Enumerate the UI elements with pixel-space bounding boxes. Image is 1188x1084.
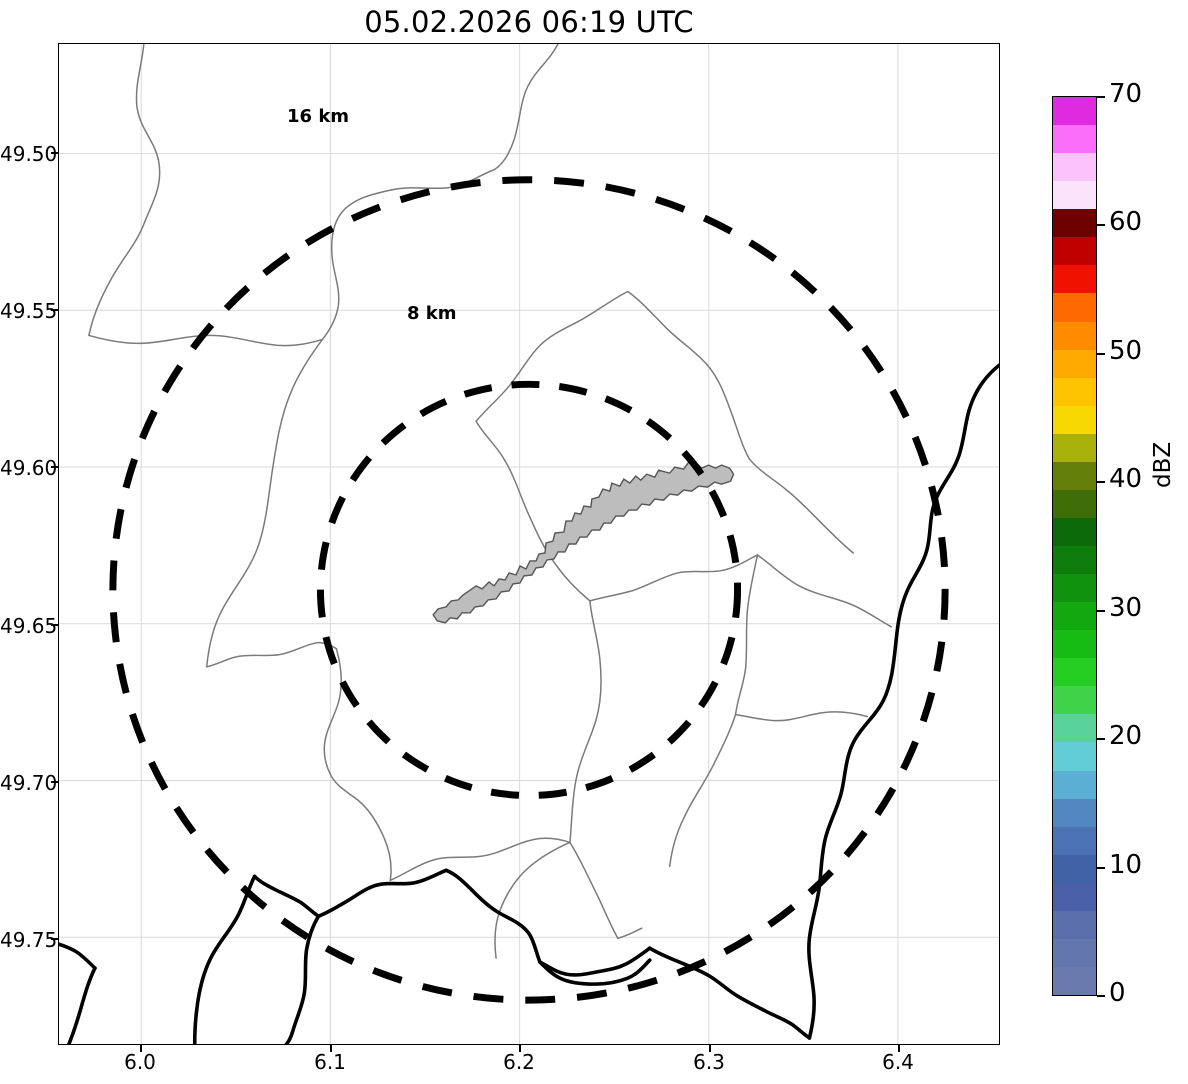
- x-tick-label: 6.1: [314, 1050, 346, 1074]
- colorbar-tick-label: 40: [1109, 464, 1143, 494]
- colorbar-tick-label: 20: [1109, 721, 1143, 751]
- colorbar-band: [1053, 826, 1096, 855]
- x-tick-mark: [330, 1045, 332, 1052]
- x-tick-mark: [519, 1045, 521, 1052]
- y-tick-mark: [51, 624, 58, 626]
- x-tick-mark: [140, 1045, 142, 1052]
- colorbar-band: [1053, 770, 1096, 799]
- colorbar-tick-mark: [1097, 96, 1105, 98]
- y-tick-mark: [51, 152, 58, 154]
- colorbar-band: [1053, 321, 1096, 350]
- colorbar-band: [1053, 97, 1096, 126]
- y-tick-label: 49.70: [0, 771, 58, 795]
- colorbar-band: [1053, 966, 1096, 995]
- colorbar-band: [1053, 489, 1096, 518]
- colorbar-band: [1053, 630, 1096, 659]
- y-tick-label: 49.75: [0, 928, 58, 952]
- national-border: [59, 363, 999, 1044]
- colorbar-band: [1053, 854, 1096, 883]
- y-tick-mark: [51, 466, 58, 468]
- range-rings: [109, 176, 949, 1004]
- map-canvas: [59, 44, 999, 1044]
- colorbar-band: [1053, 546, 1096, 575]
- colorbar-band: [1053, 882, 1096, 911]
- colorbar-band: [1053, 237, 1096, 266]
- y-tick-label: 49.65: [0, 614, 58, 638]
- ring-label-8km: 8 km: [407, 303, 457, 324]
- colorbar-band: [1053, 125, 1096, 154]
- range-ring-8km: [316, 380, 742, 799]
- district-boundaries: [88, 44, 892, 959]
- x-tick-label: 6.0: [124, 1050, 156, 1074]
- colorbar-tick-label: 60: [1109, 207, 1143, 237]
- colorbar-band: [1053, 209, 1096, 238]
- colorbar-band: [1053, 405, 1096, 434]
- colorbar-band: [1053, 714, 1096, 743]
- colorbar-band: [1053, 461, 1096, 490]
- colorbar-band: [1053, 377, 1096, 406]
- colorbar-band: [1053, 686, 1096, 715]
- colorbar-tick-mark: [1097, 224, 1105, 226]
- colorbar-band: [1053, 798, 1096, 827]
- gridlines: [59, 44, 999, 1044]
- colorbar-band: [1053, 265, 1096, 294]
- map-plot-area[interactable]: 16 km 8 km: [58, 43, 1000, 1045]
- colorbar-band: [1053, 181, 1096, 210]
- x-tick-mark: [709, 1045, 711, 1052]
- range-ring-16km: [109, 176, 949, 1004]
- y-tick-label: 49.55: [0, 299, 58, 323]
- colorbar-tick-label: 10: [1109, 850, 1143, 880]
- colorbar-tick-label: 30: [1109, 593, 1143, 623]
- colorbar-tick-mark: [1097, 353, 1105, 355]
- y-tick-mark: [51, 938, 58, 940]
- colorbar-band: [1053, 517, 1096, 546]
- colorbar-band: [1053, 910, 1096, 939]
- colorbar-band: [1053, 938, 1096, 967]
- x-tick-label: 6.3: [693, 1050, 725, 1074]
- colorbar-band: [1053, 293, 1096, 322]
- y-tick-label: 49.60: [0, 456, 58, 480]
- colorbar-band: [1053, 658, 1096, 687]
- colorbar-band: [1053, 602, 1096, 631]
- page-title: 05.02.2026 06:19 UTC: [364, 5, 694, 39]
- colorbar-tick-mark: [1097, 610, 1105, 612]
- ring-label-16km: 16 km: [287, 106, 350, 127]
- colorbar-band: [1053, 349, 1096, 378]
- x-tick-label: 6.4: [882, 1050, 914, 1074]
- colorbar-band: [1053, 574, 1096, 603]
- y-tick-mark: [51, 781, 58, 783]
- colorbar-band: [1053, 433, 1096, 462]
- colorbar-tick-label: 50: [1109, 336, 1143, 366]
- y-tick-label: 49.50: [0, 142, 58, 166]
- colorbar-tick-label: 70: [1109, 79, 1143, 109]
- colorbar-band: [1053, 742, 1096, 771]
- colorbar-tick-mark: [1097, 481, 1105, 483]
- x-tick-label: 6.2: [503, 1050, 535, 1074]
- colorbar-tick-mark: [1097, 995, 1105, 997]
- colorbar-axis-label: dBZ: [1150, 441, 1176, 488]
- x-tick-mark: [898, 1045, 900, 1052]
- colorbar-tick-mark: [1097, 867, 1105, 869]
- colorbar-band: [1053, 153, 1096, 182]
- colorbar-tick-label: 0: [1109, 978, 1126, 1008]
- colorbar-tick-mark: [1097, 738, 1105, 740]
- colorbar[interactable]: [1052, 96, 1097, 996]
- city-polygon: [432, 461, 735, 624]
- y-tick-mark: [51, 309, 58, 311]
